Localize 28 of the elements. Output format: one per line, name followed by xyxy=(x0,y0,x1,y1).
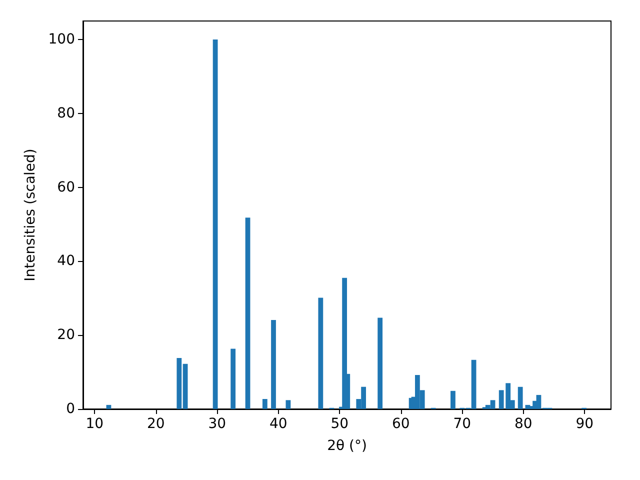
x-tick-label: 10 xyxy=(86,416,104,432)
bar xyxy=(518,386,523,409)
bar xyxy=(262,399,268,409)
bar xyxy=(106,404,112,409)
x-axis-title: 2θ (°) xyxy=(327,438,367,454)
x-tick-label: 90 xyxy=(576,416,594,432)
y-tick-label: 40 xyxy=(57,253,75,270)
x-tick-label: 20 xyxy=(146,416,165,432)
y-axis-title: Intensities (scaled) xyxy=(22,148,38,282)
bar xyxy=(271,320,276,409)
y-tick-label: 80 xyxy=(57,105,75,122)
x-tick-label: 30 xyxy=(208,416,226,432)
y-tick-label: 0 xyxy=(66,401,75,417)
y-tick-label: 20 xyxy=(57,327,75,344)
x-tick-label: 40 xyxy=(269,416,288,432)
bar xyxy=(245,218,250,409)
bar xyxy=(212,39,218,409)
x-tick-label: 60 xyxy=(392,416,410,432)
bar xyxy=(318,298,324,409)
x-tick-label: 50 xyxy=(330,416,349,432)
bar xyxy=(286,400,291,409)
bar xyxy=(378,318,383,409)
x-tick-label: 70 xyxy=(453,416,472,432)
bar xyxy=(230,348,236,409)
bar xyxy=(450,390,456,409)
y-tick-label: 100 xyxy=(48,31,75,48)
x-tick-label: 80 xyxy=(514,416,532,432)
y-tick-label: 60 xyxy=(57,179,75,196)
